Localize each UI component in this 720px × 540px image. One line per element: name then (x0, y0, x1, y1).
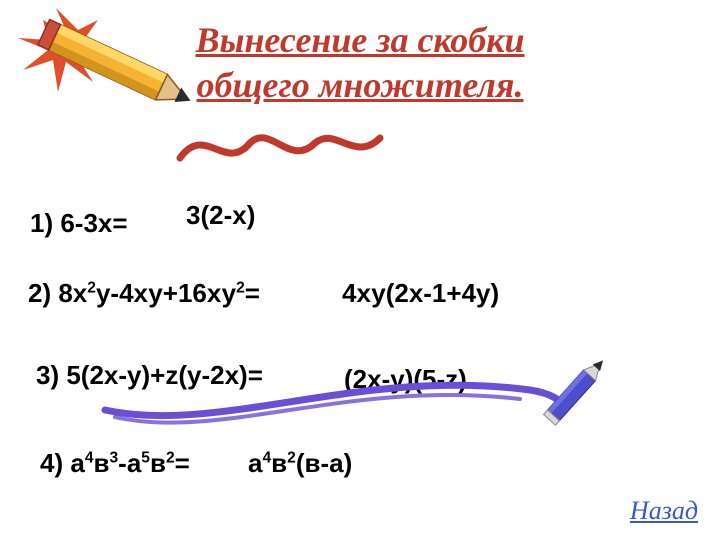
equation-1-lhs: 1) 6-3х= (30, 208, 128, 239)
slide-title: Вынесение за скобки общего множителя. (0, 18, 720, 108)
equation-2-rhs: 4ху(2х-1+4у) (342, 278, 499, 309)
title-line-2: общего множителя. (197, 65, 524, 105)
back-link-label: Назад (630, 496, 698, 525)
title-line-1: Вынесение за скобки (195, 20, 524, 60)
equation-2-lhs: 2) 8х2у-4ху+16ху2= (28, 278, 260, 309)
swoosh-decoration (100, 375, 570, 445)
squiggle-decoration (170, 118, 390, 178)
equation-4-lhs: 4) а4в3-а5в2= (40, 448, 190, 479)
equation-4-rhs: а4в2(в-а) (248, 448, 352, 479)
equation-1-rhs: 3(2-х) (186, 200, 255, 231)
back-link[interactable]: Назад (630, 496, 698, 526)
pencil-small-icon (530, 338, 620, 448)
slide-stage: Вынесение за скобки общего множителя. 1)… (0, 0, 720, 540)
